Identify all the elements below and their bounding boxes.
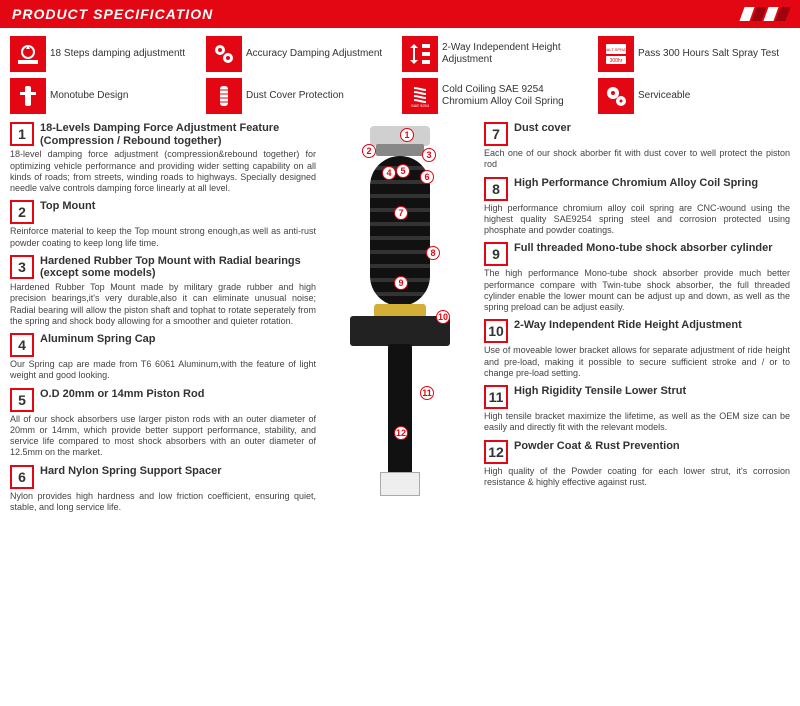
callout-point: 3 (422, 148, 436, 162)
spec-description: Use of moveable lower bracket allows for… (484, 345, 790, 379)
spec-description: Our Spring cap are made from T6 6061 Alu… (10, 359, 316, 382)
right-column: 7 Dust cover Each one of our shock aborber… (484, 122, 790, 513)
callout-point: 11 (420, 386, 434, 400)
spec-number: 3 (10, 255, 34, 279)
feature-item: 18 Steps damping adjustmentt (10, 36, 200, 72)
mono-icon (10, 78, 46, 114)
callout-point: 7 (394, 206, 408, 220)
spec-item: 8 High Performance Chromium Alloy Coil Sp… (484, 177, 790, 237)
feature-item: Dust Cover Protection (206, 78, 396, 114)
spec-description: Reinforce material to keep the Top mount… (10, 226, 316, 249)
feature-label: Dust Cover Protection (246, 90, 344, 102)
dust-icon (206, 78, 242, 114)
spec-item: 6 Hard Nylon Spring Support Spacer Nylon p… (10, 465, 316, 514)
feature-label: Accuracy Damping Adjustment (246, 48, 382, 60)
spec-description: High tensile bracket maximize the lifeti… (484, 411, 790, 434)
spec-description: High quality of the Powder coating for e… (484, 466, 790, 489)
spec-number: 2 (10, 200, 34, 224)
spec-item: 11 High Rigidity Tensile Lower Strut High … (484, 385, 790, 434)
spec-number: 7 (484, 122, 508, 146)
spec-description: All of our shock absorbers use larger pi… (10, 414, 316, 459)
feature-item: SALT SPRAY 300hr Pass 300 Hours Salt Spray… (598, 36, 788, 72)
callout-point: 12 (394, 426, 408, 440)
service-icon (598, 78, 634, 114)
feature-item: Accuracy Damping Adjustment (206, 36, 396, 72)
feature-label: Pass 300 Hours Salt Spray Test (638, 48, 779, 60)
spec-number: 1 (10, 122, 34, 146)
feature-item: Monotube Design (10, 78, 200, 114)
spec-number: 12 (484, 440, 508, 464)
callout-point: 5 (396, 164, 410, 178)
feature-label: Serviceable (638, 90, 690, 102)
gears-icon (206, 36, 242, 72)
spec-title: Top Mount (40, 200, 95, 213)
feature-label: 2-Way Independent Height Adjustment (442, 42, 592, 66)
main-content: 118-Levels Damping Force Adjustment Feat… (0, 122, 800, 513)
spec-description: The high performance Mono-tube shock abs… (484, 268, 790, 313)
feature-item: 2-Way Independent Height Adjustment (402, 36, 592, 72)
header-title: PRODUCT SPECIFICATION (12, 6, 213, 22)
spring-icon: SAE 9254 (402, 78, 438, 114)
feature-item: SAE 9254 Cold Coiling SAE 9254 Chromium A… (402, 78, 592, 114)
spec-title: Hardened Rubber Top Mount with Radial be… (40, 255, 316, 280)
spec-title: O.D 20mm or 14mm Piston Rod (40, 388, 204, 401)
spec-item: 3Hardened Rubber Top Mount with Radial b… (10, 255, 316, 327)
spec-description: 18-level damping force adjustment (compr… (10, 149, 316, 194)
feature-label: 18 Steps damping adjustmentt (50, 48, 185, 60)
height-icon (402, 36, 438, 72)
left-column: 118-Levels Damping Force Adjustment Feat… (10, 122, 316, 513)
feature-item: Serviceable (598, 78, 788, 114)
spec-number: 10 (484, 319, 508, 343)
header: PRODUCT SPECIFICATION (0, 0, 800, 28)
spec-item: 118-Levels Damping Force Adjustment Feat… (10, 122, 316, 194)
shock-absorber-image: 123456789101112 (340, 126, 460, 506)
svg-text:SAE 9254: SAE 9254 (411, 103, 430, 108)
product-diagram: 123456789101112 (320, 122, 480, 513)
spec-number: 6 (10, 465, 34, 489)
callout-point: 4 (382, 166, 396, 180)
callout-point: 6 (420, 170, 434, 184)
spec-item: 10 2-Way Independent Ride Height Adjustme… (484, 319, 790, 379)
spec-item: 5 O.D 20mm or 14mm Piston Rod All of our s… (10, 388, 316, 459)
spec-item: 9 Full threaded Mono-tube shock absorber … (484, 242, 790, 313)
callout-point: 10 (436, 310, 450, 324)
spec-title: High Performance Chromium Alloy Coil Spr… (514, 177, 758, 190)
spec-title: Full threaded Mono-tube shock absorber c… (514, 242, 773, 255)
feature-label: Monotube Design (50, 90, 128, 102)
spec-item: 4 Aluminum Spring Cap Our Spring cap are m… (10, 333, 316, 382)
salt-icon: SALT SPRAY 300hr (598, 36, 634, 72)
spec-title: Aluminum Spring Cap (40, 333, 156, 346)
spec-title: Powder Coat & Rust Prevention (514, 440, 680, 453)
spec-title: High Rigidity Tensile Lower Strut (514, 385, 686, 398)
svg-text:SALT SPRAY: SALT SPRAY (604, 47, 628, 52)
spec-item: 7 Dust cover Each one of our shock aborber… (484, 122, 790, 171)
spec-number: 11 (484, 385, 508, 409)
callout-point: 1 (400, 128, 414, 142)
spec-description: Nylon provides high hardness and low fri… (10, 491, 316, 514)
spec-item: 12 Powder Coat & Rust Prevention High qual… (484, 440, 790, 489)
spec-number: 9 (484, 242, 508, 266)
spec-item: 2 Top Mount Reinforce material to keep the… (10, 200, 316, 249)
callout-point: 9 (394, 276, 408, 290)
svg-text:300hr: 300hr (610, 58, 623, 64)
spec-description: High performance chromium alloy coil spr… (484, 203, 790, 237)
features-grid: 18 Steps damping adjustmentt Accuracy Dam… (0, 28, 800, 122)
header-flag-icon (742, 7, 788, 21)
spec-title: 2-Way Independent Ride Height Adjustment (514, 319, 742, 332)
spec-title: Hard Nylon Spring Support Spacer (40, 465, 222, 478)
callout-point: 8 (426, 246, 440, 260)
spec-number: 5 (10, 388, 34, 412)
feature-label: Cold Coiling SAE 9254 Chromium Alloy Coi… (442, 84, 592, 108)
callout-point: 2 (362, 144, 376, 158)
spec-title: 18-Levels Damping Force Adjustment Featu… (40, 122, 316, 147)
spec-description: Each one of our shock aborber fit with d… (484, 148, 790, 171)
spec-number: 4 (10, 333, 34, 357)
spec-title: Dust cover (514, 122, 571, 135)
spec-description: Hardened Rubber Top Mount made by milita… (10, 282, 316, 327)
spec-number: 8 (484, 177, 508, 201)
damper-icon (10, 36, 46, 72)
